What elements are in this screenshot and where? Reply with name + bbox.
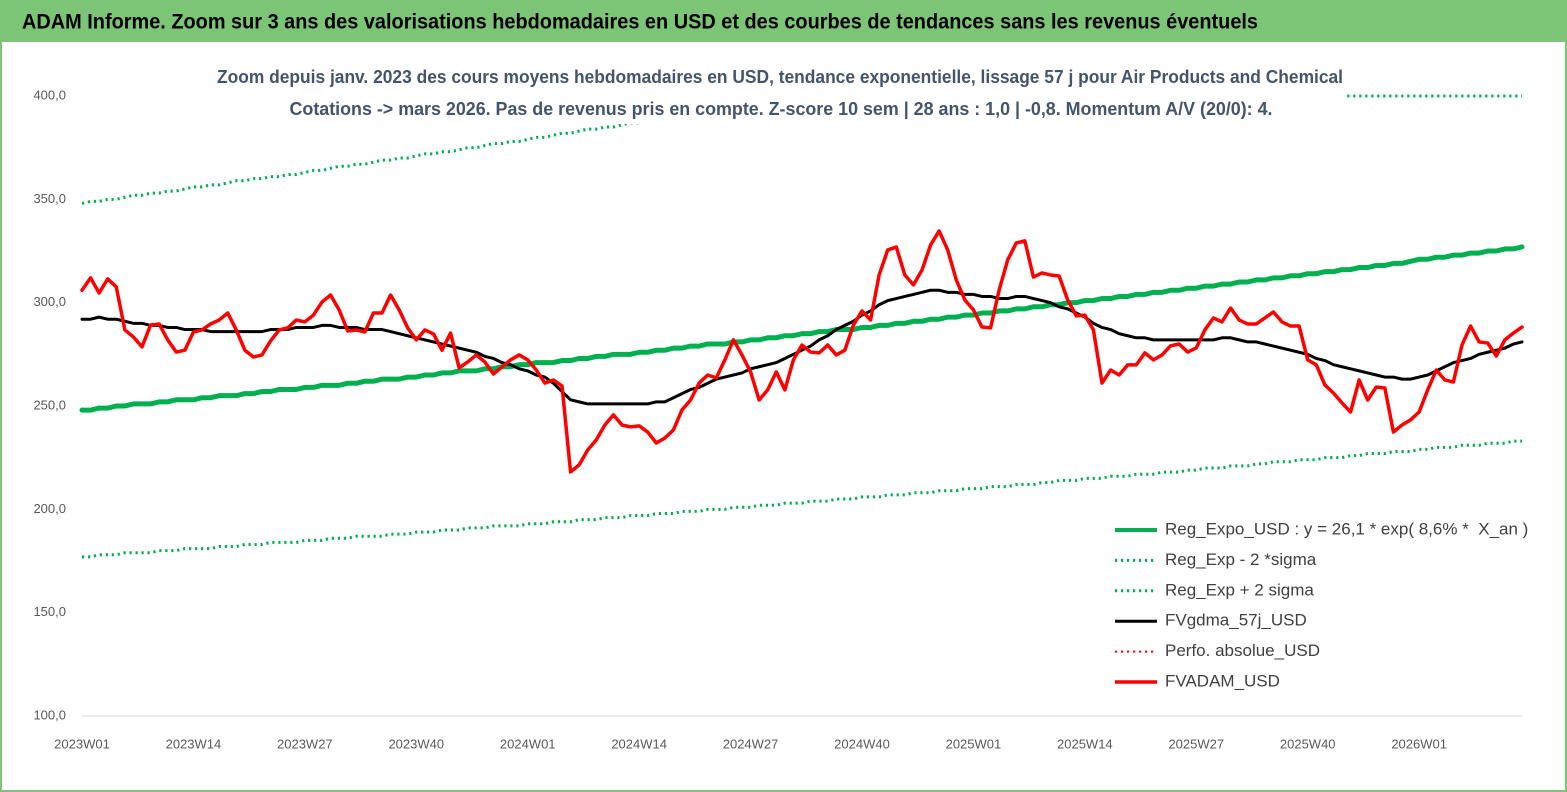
legend-label: FVADAM_USD bbox=[1165, 671, 1280, 690]
legend-label: Reg_Exp - 2 *sigma bbox=[1165, 550, 1317, 569]
y-tick-label: 300,0 bbox=[33, 294, 66, 309]
header-bar bbox=[0, 0, 1567, 42]
y-tick-label: 100,0 bbox=[33, 707, 66, 722]
header-title: ADAM Informe. Zoom sur 3 ans des valoris… bbox=[22, 11, 1258, 34]
legend-label: Reg_Exp + 2 sigma bbox=[1165, 580, 1314, 599]
y-tick-label: 400,0 bbox=[33, 87, 66, 102]
x-tick-label: 2023W14 bbox=[166, 736, 222, 751]
y-tick-label: 200,0 bbox=[33, 501, 66, 516]
x-tick-label: 2024W27 bbox=[723, 736, 779, 751]
x-tick-label: 2025W40 bbox=[1280, 736, 1336, 751]
legend: Reg_Expo_USD : y = 26,1 * exp( 8,6% * X_… bbox=[1115, 519, 1528, 690]
subtitle-box bbox=[212, 60, 1347, 124]
series-line bbox=[79, 244, 1525, 413]
y-tick-label: 350,0 bbox=[33, 191, 66, 206]
series-line bbox=[80, 229, 1524, 474]
subtitle-line: Zoom depuis janv. 2023 des cours moyens … bbox=[217, 67, 1343, 87]
x-tick-label: 2026W01 bbox=[1391, 736, 1447, 751]
x-tick-label: 2023W27 bbox=[277, 736, 333, 751]
legend-label: FVgdma_57j_USD bbox=[1165, 611, 1307, 630]
legend-label: Perfo. absolue_USD bbox=[1165, 641, 1320, 660]
x-tick-label: 2024W40 bbox=[834, 736, 890, 751]
x-tick-label: 2025W01 bbox=[946, 736, 1002, 751]
x-tick-label: 2023W01 bbox=[54, 736, 110, 751]
series-line bbox=[80, 288, 1524, 406]
x-tick-label: 2025W14 bbox=[1057, 736, 1113, 751]
legend-label: Reg_Expo_USD : y = 26,1 * exp( 8,6% * X_… bbox=[1165, 519, 1528, 538]
x-tick-label: 2024W14 bbox=[611, 736, 667, 751]
plot-area: 100,0 150,0 200,0 250,0 300,0 350,0 400,0 2023W… bbox=[33, 87, 1525, 751]
series-line bbox=[82, 439, 1522, 559]
y-tick-label: 250,0 bbox=[33, 397, 66, 412]
subtitle-line: Cotations -> mars 2026. Pas de revenus p… bbox=[290, 99, 1273, 119]
x-tick-label: 2023W40 bbox=[388, 736, 444, 751]
y-tick-label: 150,0 bbox=[33, 604, 66, 619]
x-tick-label: 2025W27 bbox=[1168, 736, 1224, 751]
x-tick-label: 2024W01 bbox=[500, 736, 556, 751]
